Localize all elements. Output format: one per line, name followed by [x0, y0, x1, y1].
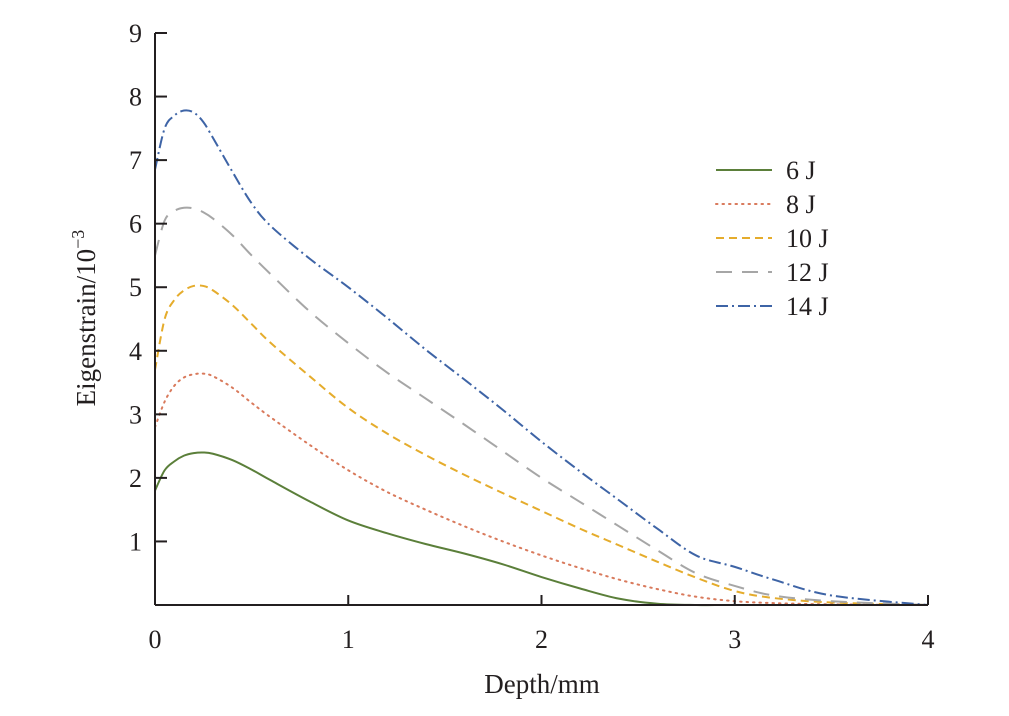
y-tick-label: 7 — [129, 146, 142, 175]
y-tick-label: 4 — [129, 337, 142, 366]
y-axis-label: Eigenstrain/10−3 — [68, 230, 101, 407]
y-tick-label: 8 — [129, 83, 142, 112]
x-axis-label: Depth/mm — [484, 669, 600, 699]
y-axis-label-exponent: −3 — [68, 230, 88, 249]
x-tick-label: 1 — [342, 625, 355, 654]
x-tick-label: 3 — [728, 625, 741, 654]
legend-label-0: 6 J — [786, 156, 816, 185]
y-tick-label: 5 — [129, 273, 142, 302]
ticks: 0 1 2 3 4 1 2 3 4 5 6 7 8 9 — [129, 19, 935, 654]
legend-label-2: 10 J — [786, 224, 829, 253]
legend-label-1: 8 J — [786, 190, 816, 219]
series-line-1 — [154, 372, 929, 606]
y-tick-label: 1 — [129, 527, 142, 556]
y-tick-label: 6 — [129, 210, 142, 239]
x-tick-label: 4 — [922, 625, 935, 654]
x-tick-label: 2 — [535, 625, 548, 654]
series-line-0 — [154, 451, 929, 607]
y-tick-label: 2 — [129, 464, 142, 493]
y-tick-label: 3 — [129, 400, 142, 429]
legend-label-3: 12 J — [786, 258, 829, 287]
x-tick-label: 0 — [149, 625, 162, 654]
legend: 6 J 8 J 10 J 12 J 14 J — [715, 156, 829, 321]
series-line-3 — [154, 206, 929, 606]
y-axis-label-main: Eigenstrain/10 — [71, 249, 101, 406]
legend-label-4: 14 J — [786, 292, 829, 321]
y-tick-label: 9 — [129, 19, 142, 48]
series-line-2 — [154, 284, 929, 606]
series-line-4 — [154, 109, 929, 606]
